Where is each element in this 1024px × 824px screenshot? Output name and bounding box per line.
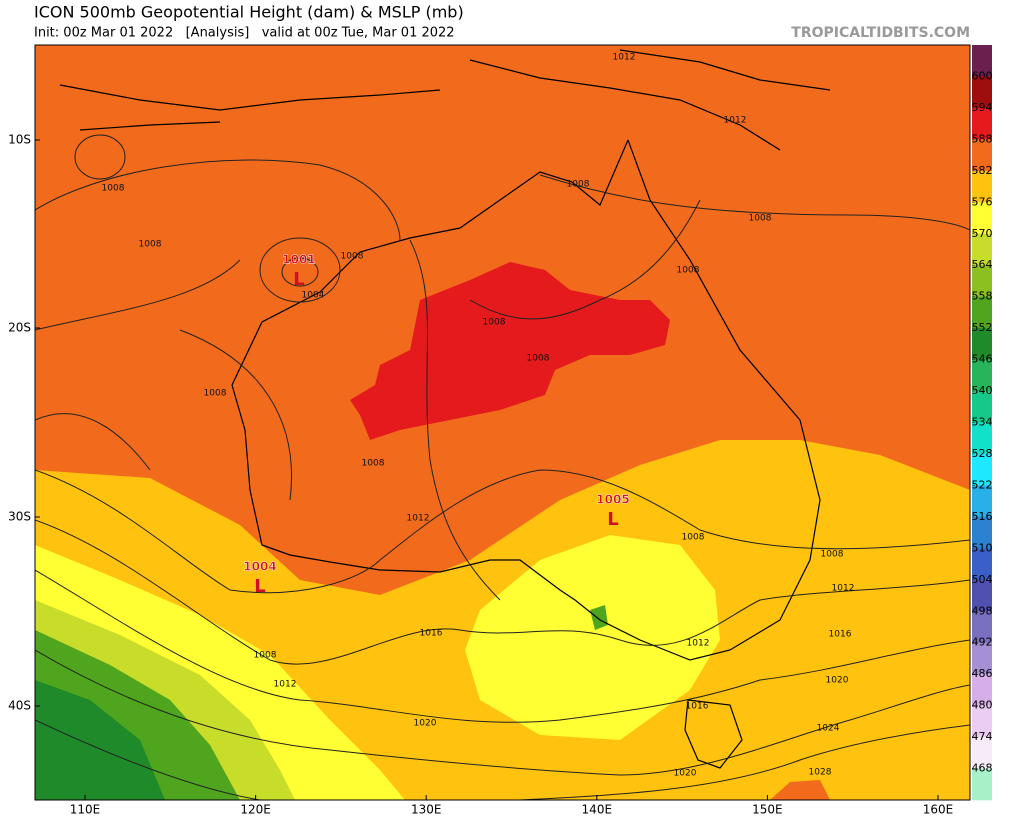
contour-label: 1012 [407,514,430,524]
colorbar-box [972,45,992,77]
lat-label: 30S [8,510,31,524]
low-pressure: 1004 [243,560,276,574]
colorbar-box [972,548,992,581]
colorbar-box [972,674,992,706]
colorbar-box [972,485,992,518]
contour-label: 1008 [362,459,385,469]
low-symbol: L [607,509,618,530]
colorbar-label: 522 [972,478,993,491]
colorbar-label: 510 [972,541,993,554]
colorbar-box [972,453,992,486]
colorbar-box [972,139,992,172]
contour-label: 1008 [527,354,550,364]
contour-label: 1008 [102,184,125,194]
colorbar-label: 504 [972,573,993,586]
contour-label: 1008 [677,266,700,276]
contour-label: 1020 [826,676,849,686]
colorbar-box [972,768,992,801]
lon-label: 130E [411,803,442,817]
colorbar-box [972,107,992,140]
colorbar-label: 546 [972,353,993,366]
colorbar-label: 516 [972,510,993,523]
lon-label: 140E [582,803,613,817]
contour-label: 1008 [483,318,506,328]
contour-label: 1012 [724,116,747,126]
colorbar-box [972,705,992,738]
colorbar: 600 594 588 582 576 570 564 558 552 546 540 534 528 5… [972,45,993,801]
lon-label: 110E [70,803,101,817]
colorbar-label: 540 [972,384,993,397]
lon-label: 160E [923,803,954,817]
lat-label: 40S [8,699,31,713]
low-pressure: 1001 [282,253,315,267]
low-symbol: L [254,576,265,597]
contour-label: 1008 [567,180,590,190]
subtitle: Init: 00z Mar 01 2022 [Analysis] valid a… [34,26,455,41]
contour-label: 1012 [613,53,636,63]
lat-label: 10S [8,133,31,147]
contour-label: 1028 [809,768,832,778]
title: ICON 500mb Geopotential Height (dam) & M… [34,3,464,22]
contour-label: 1016 [420,629,443,639]
colorbar-box [972,391,992,423]
contour-label: 1016 [829,630,852,640]
colorbar-label: 474 [972,730,993,743]
colorbar-box [972,737,992,769]
lon-label: 120E [240,803,271,817]
colorbar-label: 468 [972,762,993,775]
colorbar-box [972,202,992,235]
colorbar-label: 588 [972,132,993,145]
colorbar-box [972,76,992,109]
colorbar-label: 552 [972,321,993,334]
colorbar-label: 558 [972,290,993,303]
contour-label: 1008 [341,252,364,262]
colorbar-label: 582 [972,164,993,177]
contour-label: 1008 [682,533,705,543]
contour-label: 1012 [687,639,710,649]
contour-label: 1012 [832,584,855,594]
colorbar-box [972,642,992,675]
contour-label: 1024 [817,724,840,734]
colorbar-label: 564 [972,258,993,271]
colorbar-label: 600 [972,69,993,82]
contour-label: 1004 [302,291,325,301]
contour-label: 1016 [686,702,709,712]
colorbar-label: 498 [972,604,993,617]
contour-label: 1020 [674,769,697,779]
colorbar-box [972,359,992,392]
colorbar-box [972,611,992,644]
colorbar-box [972,296,992,329]
contour-label: 1008 [254,651,277,661]
colorbar-box [972,579,992,612]
colorbar-box [972,170,992,203]
map [35,45,970,800]
low-symbol: L [293,269,304,290]
colorbar-box [972,328,992,360]
colorbar-label: 570 [972,227,993,240]
contour-label: 1008 [204,389,227,399]
colorbar-box [972,422,992,455]
contour-label: 1008 [749,214,772,224]
colorbar-label: 480 [972,699,993,712]
contour-label: 1012 [274,680,297,690]
colorbar-label: 576 [972,195,993,208]
lon-label: 150E [752,803,783,817]
low-pressure: 1005 [596,493,629,507]
colorbar-label: 594 [972,101,993,114]
site-name: TROPICALTIDBITS.COM [791,25,970,41]
colorbar-label: 528 [972,447,993,460]
contour-label: 1008 [821,550,844,560]
contour-label: 1020 [414,719,437,729]
map-frame [34,44,971,801]
colorbar-box [972,233,992,266]
colorbar-box [972,265,992,297]
lat-label: 20S [8,321,31,335]
colorbar-box [972,516,992,549]
colorbar-label: 486 [972,667,993,680]
colorbar-label: 534 [972,416,993,429]
colorbar-label: 492 [972,636,993,649]
contour-label: 1008 [139,240,162,250]
